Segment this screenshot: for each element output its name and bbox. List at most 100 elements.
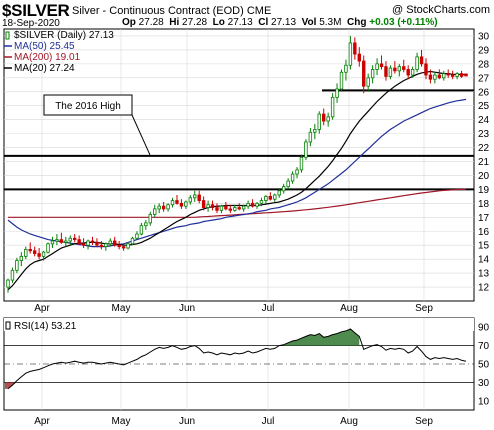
- candle-body: [184, 201, 188, 207]
- candle-body: [170, 200, 175, 206]
- candle-body: [379, 63, 384, 68]
- rsi-legend-swatch: [5, 321, 11, 330]
- rsi-axis-tick: 10: [478, 396, 490, 407]
- candle-body: [308, 131, 313, 143]
- candle-body: [166, 204, 170, 210]
- candle-body: [250, 202, 255, 207]
- candle-body: [228, 208, 233, 211]
- price-axis-tick: 23: [478, 129, 490, 140]
- candle-body: [428, 74, 433, 80]
- candle-body: [28, 248, 32, 252]
- candle-body: [233, 207, 237, 211]
- candle-body: [433, 74, 437, 80]
- candle-body: [357, 53, 361, 62]
- candle-body: [64, 240, 68, 243]
- rsi-title-strip: [4, 318, 474, 331]
- low-label: Lo: [212, 17, 225, 28]
- price-axis-tick: 26: [478, 87, 490, 98]
- candle-body: [157, 205, 161, 210]
- rsi-overbought-fill: [283, 329, 360, 346]
- candle-body: [95, 242, 99, 246]
- ma20-line: [7, 70, 466, 291]
- candle-body: [353, 42, 357, 55]
- candle-body: [72, 237, 77, 241]
- chart-header: $SILVER Silver - Continuous Contract (EO…: [0, 0, 494, 29]
- candle-body: [313, 129, 317, 133]
- candle-body: [86, 240, 90, 246]
- candle-body: [339, 71, 344, 90]
- candle-body: [68, 237, 72, 242]
- rsi-month-label: Aug: [340, 416, 358, 427]
- candle-body: [161, 205, 166, 210]
- price-axis-tick: 28: [478, 59, 490, 70]
- annotation-pointer: [131, 114, 151, 156]
- price-axis-tick: 27: [478, 73, 490, 84]
- candle-body: [46, 243, 50, 253]
- candle-body: [188, 197, 193, 203]
- price-axis-tick: 25: [478, 101, 490, 112]
- candle-body: [144, 222, 148, 227]
- candle-body: [437, 74, 442, 79]
- candle-body: [393, 67, 397, 72]
- price-axis-tick: 21: [478, 157, 490, 168]
- legend-entry-ma20: MA(20) 27.24: [14, 63, 75, 74]
- candle-body: [55, 239, 59, 242]
- open-label: Op: [122, 17, 136, 28]
- candle-body: [344, 64, 348, 73]
- candle-body: [299, 156, 304, 171]
- price-month-label: Sep: [415, 303, 433, 314]
- price-axis-tick: 15: [478, 241, 490, 252]
- annotation-box: [43, 94, 133, 116]
- candle-body: [108, 240, 112, 245]
- open-value: 27.28: [138, 17, 164, 28]
- annotation-text: The 2016 High: [55, 101, 121, 112]
- site-credit: @ StockCharts.com: [392, 4, 490, 16]
- candle-body: [290, 173, 295, 182]
- rsi-month-label: May: [112, 416, 131, 427]
- candle-body: [224, 205, 228, 210]
- vol-label: Vol: [301, 17, 317, 28]
- candle-body: [215, 207, 219, 211]
- candle-body: [286, 180, 290, 188]
- close-label: Cl: [258, 17, 269, 28]
- candle-body: [126, 243, 130, 249]
- rsi-month-label: Jul: [262, 416, 275, 427]
- candle-body: [388, 67, 393, 77]
- candle-body: [246, 202, 250, 207]
- candle-body: [304, 141, 308, 158]
- price-axis-tick: 20: [478, 171, 490, 182]
- rsi-line: [7, 328, 467, 390]
- candle-body: [148, 214, 152, 224]
- price-axis-tick: 12: [478, 283, 490, 294]
- ohlc-readout: Op 27.28 Hi 27.28 Lo 27.13 Cl 27.13 Vol …: [122, 17, 438, 28]
- candle-body: [237, 207, 241, 210]
- candle-body: [370, 69, 375, 79]
- price-month-label: Aug: [340, 303, 358, 314]
- candle-body: [241, 205, 246, 210]
- candle-body: [135, 233, 139, 239]
- price-panel-frame: [3, 28, 475, 302]
- candle-body: [415, 56, 419, 70]
- candle-body: [179, 202, 184, 207]
- symbol-title: $SILVER: [2, 1, 70, 20]
- candle-body: [130, 237, 135, 245]
- candle-body: [317, 113, 321, 130]
- candle-body: [121, 246, 126, 249]
- price-axis-tick: 22: [478, 143, 490, 154]
- rsi-label: RSI(14) 53.21: [14, 321, 77, 332]
- candle-body: [348, 42, 353, 66]
- candle-body: [90, 240, 95, 243]
- legend-entry-price: $SILVER (Daily) 27.13: [14, 30, 114, 41]
- candle-body: [375, 63, 379, 70]
- rsi-month-label: Jun: [179, 416, 195, 427]
- candle-body: [450, 74, 455, 77]
- candle-body: [455, 73, 459, 77]
- candle-body: [277, 190, 281, 196]
- rsi-axis-tick: 50: [478, 360, 490, 371]
- candle-body: [15, 260, 19, 271]
- price-axis-tick: 24: [478, 115, 490, 126]
- candle-body: [193, 194, 197, 199]
- candle-body: [335, 88, 339, 98]
- candle-body: [81, 243, 86, 246]
